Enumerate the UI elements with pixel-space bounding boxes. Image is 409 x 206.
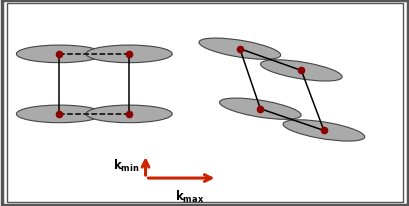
FancyBboxPatch shape bbox=[7, 4, 402, 202]
Ellipse shape bbox=[86, 105, 172, 123]
Text: $\bf{k}$$_{\bf{min}}$: $\bf{k}$$_{\bf{min}}$ bbox=[112, 157, 139, 173]
Ellipse shape bbox=[198, 39, 280, 60]
Ellipse shape bbox=[260, 61, 342, 82]
Ellipse shape bbox=[219, 99, 301, 120]
Text: $\bf{k}$$_{\bf{max}}$: $\bf{k}$$_{\bf{max}}$ bbox=[175, 188, 204, 204]
Ellipse shape bbox=[16, 46, 102, 63]
Ellipse shape bbox=[282, 120, 364, 141]
Ellipse shape bbox=[16, 105, 102, 123]
Ellipse shape bbox=[86, 46, 172, 63]
